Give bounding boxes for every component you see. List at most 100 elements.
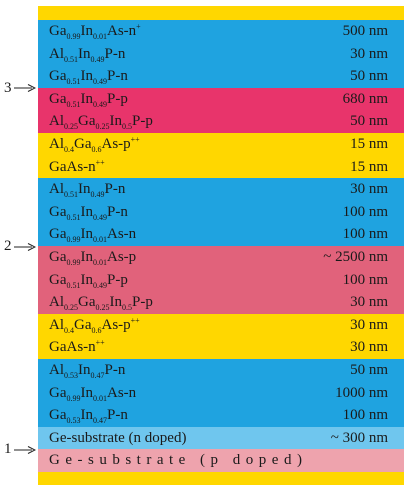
label-part: 0.49 xyxy=(93,77,107,87)
label-part: Ga xyxy=(49,203,67,220)
layer-label: Ga0.51In0.49P-n xyxy=(49,65,128,88)
label-part: Al xyxy=(49,362,64,378)
label-part: Al xyxy=(49,316,64,333)
label-part: 0.4 xyxy=(64,325,74,335)
label-part: 0.25 xyxy=(95,303,110,313)
label-part: 0.49 xyxy=(90,54,105,64)
label-part: Al xyxy=(49,45,64,62)
thickness: 30 nm xyxy=(350,45,388,62)
label-part: 0.25 xyxy=(64,303,78,313)
thickness: ~ 2500 nm xyxy=(323,249,388,265)
label-part: 0.99 xyxy=(66,258,81,267)
junction-marker: 1 xyxy=(4,441,36,457)
layer: Al0.25Ga0.25In0.5P-p 50 nm xyxy=(38,110,404,133)
thickness: 30 nm xyxy=(350,316,388,333)
label-part: Ga xyxy=(49,271,67,288)
layer: Ga0.99In0.01As-n+ 500 nm xyxy=(38,20,404,43)
label-part: As-p xyxy=(101,136,131,152)
thickness: 100 nm xyxy=(342,226,388,243)
layer: Al0.25Ga0.25In0.5P-p 30 nm xyxy=(38,291,404,314)
label-part: 0.01 xyxy=(93,393,107,403)
label-part: As-p xyxy=(107,249,137,265)
label-part: Ga xyxy=(49,249,67,265)
layer-label: Al0.53In0.47P-n xyxy=(49,359,125,382)
thickness: 500 nm xyxy=(342,23,388,39)
label-part: ++ xyxy=(130,135,140,144)
thickness: ~ 300 nm xyxy=(330,429,388,446)
label-part: Al xyxy=(49,136,64,152)
label-part: 0.99 xyxy=(66,235,81,245)
label-part: 0.51 xyxy=(66,99,81,109)
thickness: 30 nm xyxy=(350,294,388,311)
label-part: In xyxy=(80,271,94,288)
thickness: 15 nm xyxy=(350,136,388,152)
label-part: ++ xyxy=(95,157,105,167)
label-part: 0.99 xyxy=(66,393,81,403)
junction-number: 1 xyxy=(4,441,12,458)
layer: Ga0.51In0.49P-n 100 nm xyxy=(38,200,404,224)
layer-label: GaAs-n++ xyxy=(49,156,105,179)
junction-number: 3 xyxy=(4,79,12,96)
layer-label: Ga0.99In0.01As-p xyxy=(49,246,136,269)
label-part: Ga xyxy=(49,90,67,107)
label-part: 0.47 xyxy=(90,371,105,380)
layer: Ga0.99In0.01As-n 1000 nm xyxy=(38,381,404,405)
layer-label: Ga0.51In0.49P-p xyxy=(49,88,128,111)
label-part: In xyxy=(78,362,91,378)
label-part: Ge-substrate (n doped) xyxy=(49,429,187,446)
label-part: 0.49 xyxy=(93,212,107,222)
label-part: Ga xyxy=(49,384,67,401)
junction-marker: 3 xyxy=(4,80,36,96)
layer-label: Al0.25Ga0.25In0.5P-p xyxy=(49,110,153,133)
junction-number: 2 xyxy=(4,238,12,254)
junction-marker: 2 xyxy=(4,238,36,254)
label-part: Ge-substrate (p doped) xyxy=(49,452,308,469)
layer: Ga0.99In0.01As-n 100 nm xyxy=(38,223,404,246)
layer-stack: Ga0.99In0.01As-n+ 500 nm Al0.51In0.49P-n 30… xyxy=(38,6,404,485)
layer: Ga0.53In0.47P-n 100 nm xyxy=(38,404,404,427)
label-part: GaAs-n xyxy=(49,339,96,356)
layer: Al0.51In0.49P-n 30 nm xyxy=(38,178,404,201)
layer-label: Ga0.51In0.49P-n xyxy=(49,201,128,224)
thickness: 50 nm xyxy=(350,362,388,378)
layer: Ge-substrate (n doped) ~ 300 nm xyxy=(38,426,404,450)
thickness: 100 nm xyxy=(342,203,388,220)
thickness: 50 nm xyxy=(350,68,388,85)
label-part: Ga xyxy=(78,294,96,311)
label-part: In xyxy=(80,226,94,243)
label-part: 0.53 xyxy=(64,371,78,380)
thickness: 30 nm xyxy=(350,339,388,356)
thickness: 30 nm xyxy=(350,181,388,198)
label-part: 0.25 xyxy=(95,122,110,132)
label-part: P-p xyxy=(132,294,153,311)
layer: Ga0.51In0.49P-p 100 nm xyxy=(38,268,404,292)
label-part: P-n xyxy=(104,45,126,62)
layer-label: Al0.51In0.49P-n xyxy=(49,43,125,66)
label-part: In xyxy=(109,113,123,130)
label-part: ++ xyxy=(130,315,140,325)
label-part: 0.51 xyxy=(66,280,81,290)
label-part: As-n xyxy=(107,23,137,39)
label-part: 0.6 xyxy=(91,325,102,335)
label-part: P-n xyxy=(107,407,128,424)
label-part: In xyxy=(80,90,94,107)
label-part: 0.99 xyxy=(66,32,81,41)
layer-label: Al0.51In0.49P-n xyxy=(49,178,125,201)
layer-label: Al0.25Ga0.25In0.5P-p xyxy=(49,291,153,314)
label-part: In xyxy=(80,203,94,220)
layer-label: Ga0.99In0.01As-n xyxy=(49,382,136,405)
label-part: GaAs-n xyxy=(49,158,96,175)
layer-label: Al0.4Ga0.6As-p++ xyxy=(49,133,140,156)
label-part: 0.5 xyxy=(122,303,132,313)
layer-label: Ga0.53In0.47P-n xyxy=(49,404,128,427)
label-part: Ga xyxy=(78,113,96,130)
label-part: Ga xyxy=(49,226,67,243)
layer: Al0.51In0.49P-n 30 nm xyxy=(38,42,404,66)
label-part: P-n xyxy=(104,181,126,198)
arrow xyxy=(12,238,36,254)
label-part: P-p xyxy=(107,90,128,107)
thickness: 100 nm xyxy=(342,271,388,288)
label-part: 0.49 xyxy=(90,190,105,200)
layer-label: Ga0.51In0.49P-p xyxy=(49,269,128,292)
label-part: In xyxy=(80,23,94,39)
